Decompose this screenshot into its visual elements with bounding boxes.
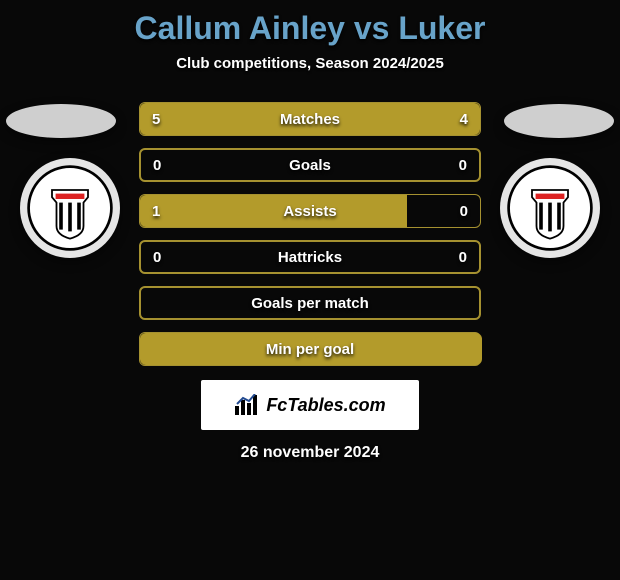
stat-label: Min per goal [266, 341, 354, 358]
title-player2: Luker [398, 10, 485, 46]
avatar-placeholder-right [504, 104, 614, 138]
stat-value-left: 0 [153, 249, 161, 266]
comparison-rows: Matches54Goals00Assists10Hattricks00Goal… [139, 102, 481, 366]
stat-label: Matches [280, 111, 340, 128]
stat-row: Hattricks 0 0 [139, 240, 481, 274]
stat-row: Goals per match [139, 286, 481, 320]
title-vs: vs [354, 10, 390, 46]
stat-label: Goals per match [251, 295, 369, 312]
club-crest-icon [25, 163, 115, 253]
title: Callum Ainley vs Luker [0, 0, 620, 47]
chart-icon [234, 394, 260, 416]
stat-row: Min per goal [139, 332, 481, 366]
club-badge-right [500, 158, 600, 258]
stat-label: Goals [289, 157, 331, 174]
stat-value-right: 4 [460, 111, 468, 128]
club-crest-icon [505, 163, 595, 253]
stat-value-left: 0 [153, 157, 161, 174]
branding-box: FcTables.com [201, 380, 419, 430]
stat-label: Hattricks [278, 249, 342, 266]
stat-value-right: 0 [459, 157, 467, 174]
date: 26 november 2024 [0, 444, 620, 462]
stat-label: Assists [283, 203, 336, 220]
subtitle: Club competitions, Season 2024/2025 [0, 55, 620, 72]
stat-value-left: 5 [152, 111, 160, 128]
club-badge-left [20, 158, 120, 258]
avatar-placeholder-left [6, 104, 116, 138]
stat-value-left: 1 [152, 203, 160, 220]
stat-row: Goals 0 0 [139, 148, 481, 182]
stat-value-right: 0 [460, 203, 468, 220]
stat-value-right: 0 [459, 249, 467, 266]
title-player1: Callum Ainley [135, 10, 345, 46]
branding-text: FcTables.com [266, 395, 385, 416]
stat-row: Matches 5 4 [139, 102, 481, 136]
comparison-stage: Matches54Goals00Assists10Hattricks00Goal… [0, 102, 620, 366]
stat-bar-left [140, 195, 407, 227]
stat-bar-right [328, 103, 480, 135]
stat-row: Assists 1 0 [139, 194, 481, 228]
